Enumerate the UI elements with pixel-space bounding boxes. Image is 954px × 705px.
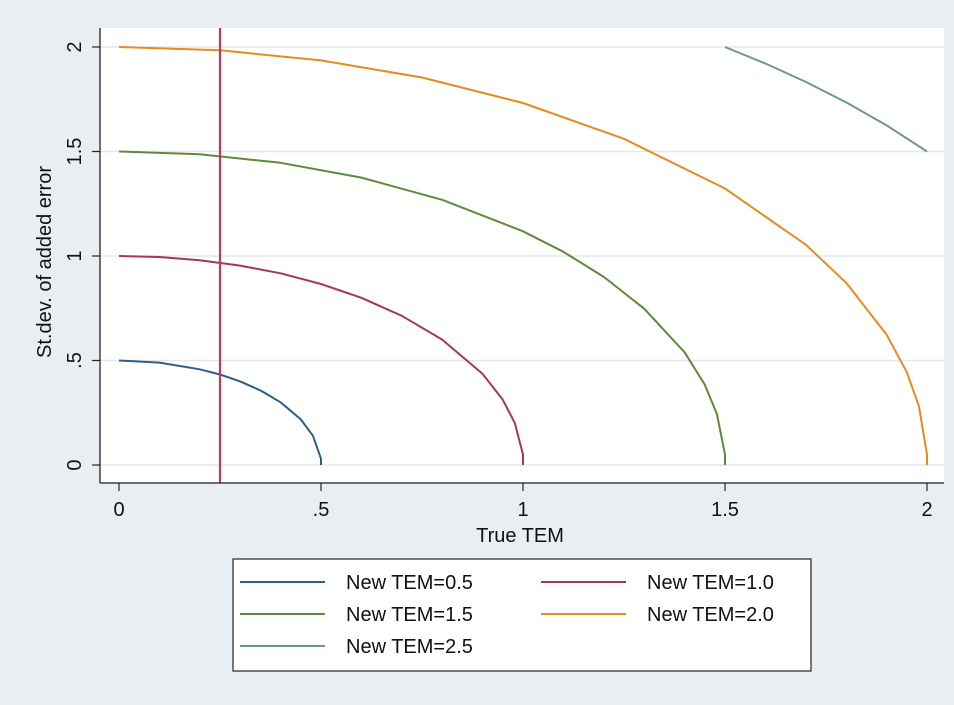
y-tick-label: .5 xyxy=(64,352,86,369)
series-line xyxy=(724,46,928,153)
x-tick-label: 1.5 xyxy=(711,499,739,521)
series-line xyxy=(118,46,928,465)
x-axis-label: True TEM xyxy=(476,525,564,547)
x-tick-label: .5 xyxy=(313,499,330,521)
x-tick-label: 0 xyxy=(113,499,124,521)
legend-label: New TEM=2.5 xyxy=(346,636,473,658)
x-tick-label: 1 xyxy=(517,499,528,521)
legend-label: New TEM=1.5 xyxy=(346,604,473,626)
legend-label: New TEM=0.5 xyxy=(346,572,473,594)
y-tick-label: 1.5 xyxy=(64,138,86,166)
y-tick-label: 2 xyxy=(64,41,86,52)
y-tick-label: 0 xyxy=(64,459,86,470)
x-tick-label: 2 xyxy=(921,499,932,521)
series-line xyxy=(118,359,322,465)
series-line xyxy=(118,255,524,465)
series-layer xyxy=(118,46,928,465)
series-line xyxy=(118,150,726,465)
y-tick-label: 1 xyxy=(64,250,86,261)
y-axis-label: St.dev. of added error xyxy=(34,166,56,358)
legend-label: New TEM=2.0 xyxy=(647,604,774,626)
legend-label: New TEM=1.0 xyxy=(647,572,774,594)
axis-layer: 0 .5 1 1.5 2 0 .5 1 1.5 2 xyxy=(64,28,944,521)
legend: New TEM=0.5 New TEM=1.0 New TEM=1.5 New TEM… xyxy=(232,558,812,672)
legend-box xyxy=(232,558,812,672)
